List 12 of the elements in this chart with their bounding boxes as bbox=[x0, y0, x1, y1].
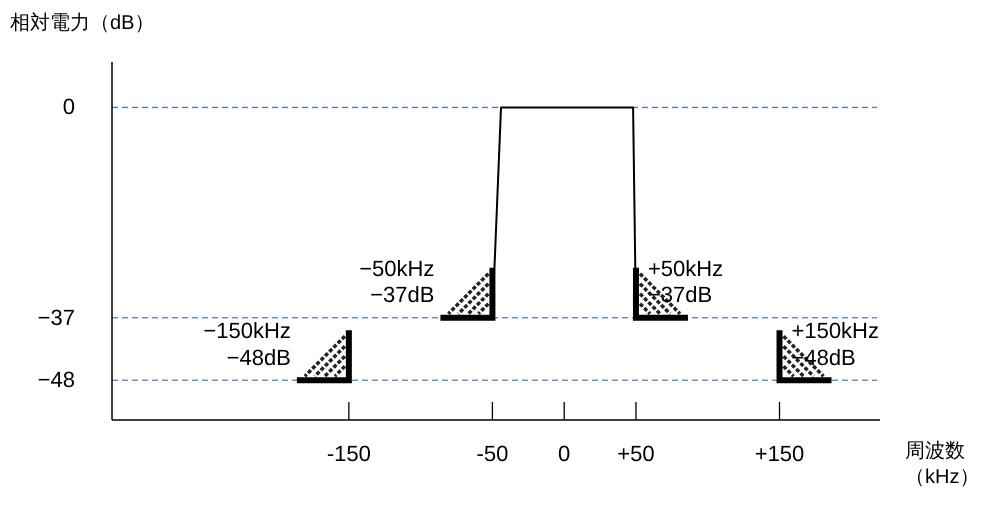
x-tick-label: -50 bbox=[476, 440, 508, 468]
y-axis-title: 相対電力（dB） bbox=[10, 11, 154, 36]
x-tick-label: +50 bbox=[617, 440, 655, 468]
annotation: −150kHz −48dB bbox=[202, 318, 291, 371]
annotation: −50kHz −37dB bbox=[358, 256, 434, 308]
y-tick-label: 0 bbox=[62, 93, 75, 122]
x-tick-label: 0 bbox=[558, 440, 570, 468]
y-tick-label: −37 bbox=[38, 304, 75, 332]
x-axis-title: 周波数（kHz） bbox=[905, 439, 980, 490]
x-tick-label: +150 bbox=[754, 440, 804, 468]
x-tick-label: -150 bbox=[326, 440, 371, 468]
y-tick-label: −48 bbox=[38, 366, 75, 394]
